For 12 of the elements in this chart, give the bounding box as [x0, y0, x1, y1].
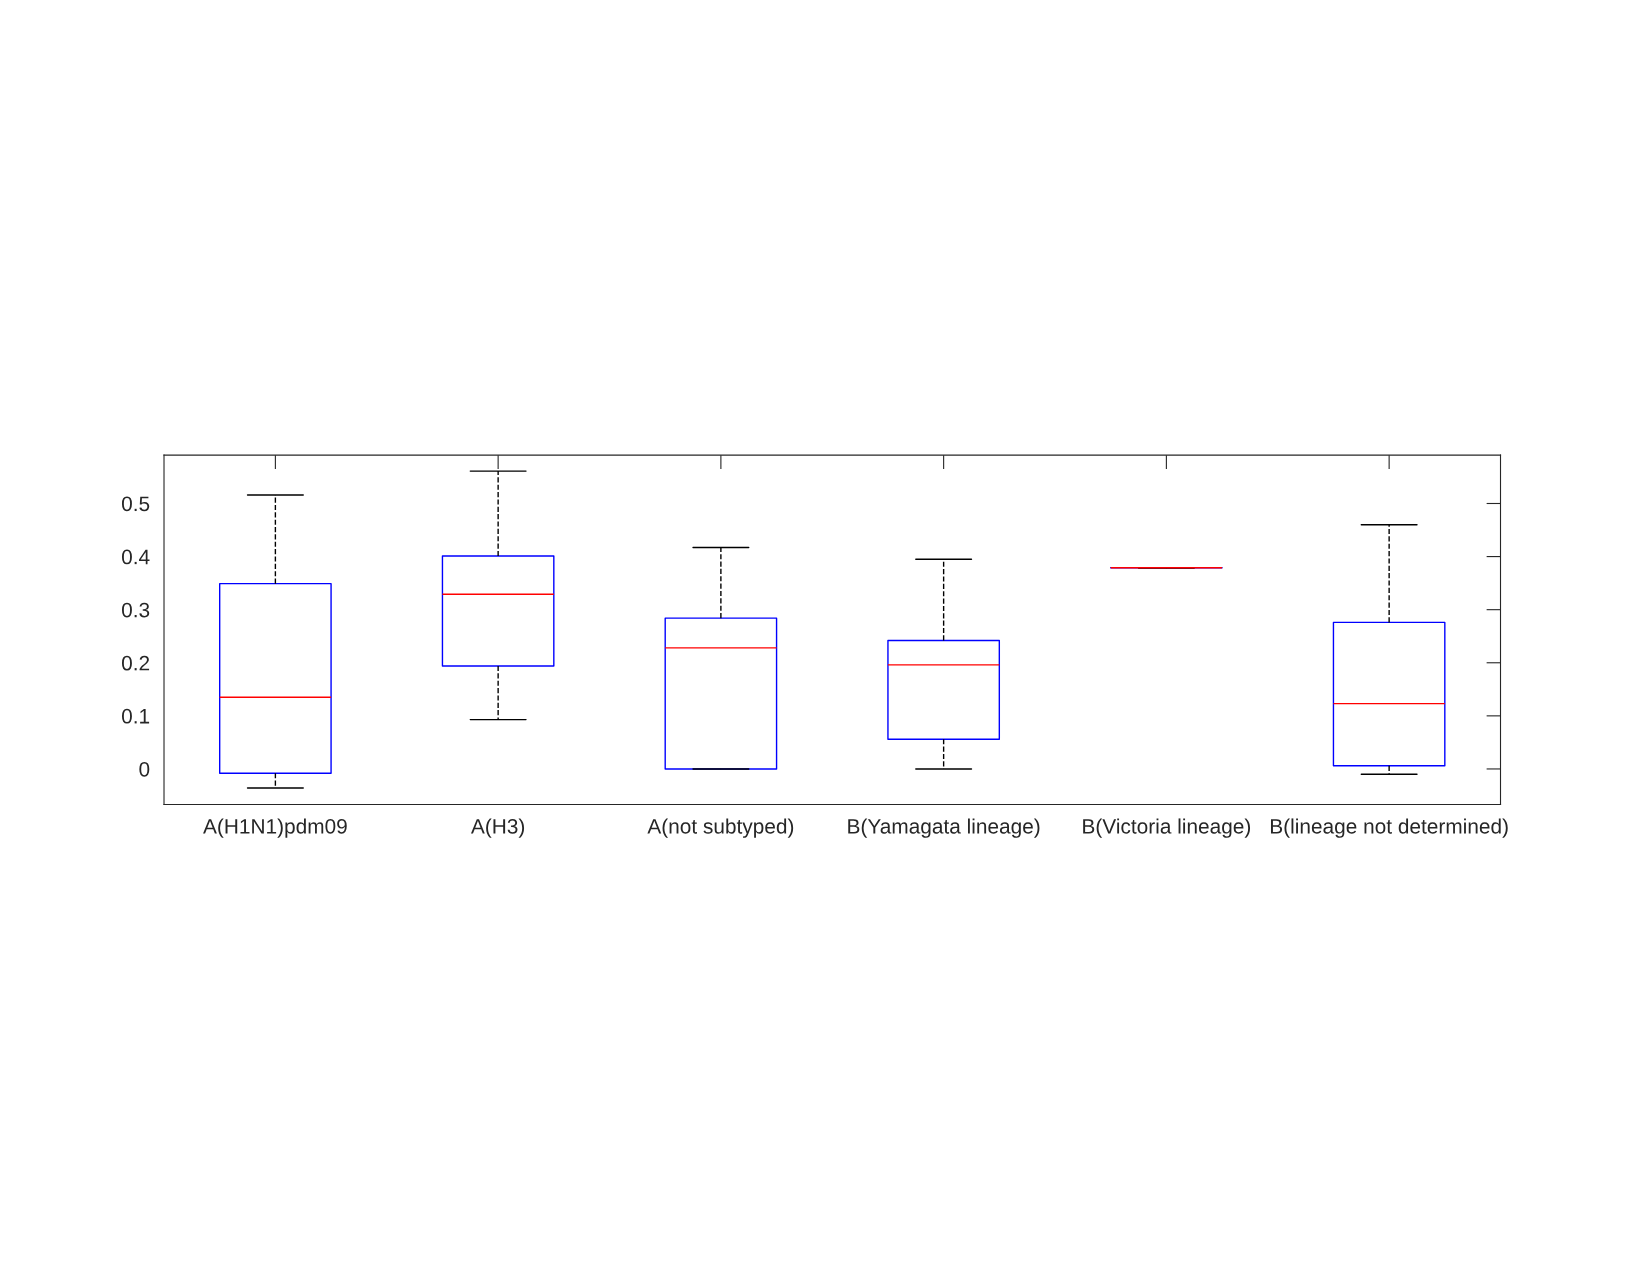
y-tick-label: 0.4 — [121, 549, 150, 565]
x-tick-label: A(H1N1)pdm09 — [203, 818, 347, 838]
y-tick-label: 0.3 — [121, 602, 150, 618]
y-tick-label: 0.2 — [121, 655, 150, 671]
y-tick-label: 0 — [139, 761, 150, 777]
x-tick-label: A(not subtyped) — [647, 818, 794, 838]
x-tick-label: B(lineage not determined) — [1270, 818, 1508, 838]
x-tick-label: B(Yamagata lineage) — [848, 818, 1040, 838]
y-tick-label: 0.1 — [121, 708, 150, 724]
y-tick-label: 0.5 — [121, 496, 150, 512]
x-tick-label: B(Victoria lineage) — [1083, 818, 1251, 838]
x-tick-label: A(H3) — [470, 818, 525, 838]
